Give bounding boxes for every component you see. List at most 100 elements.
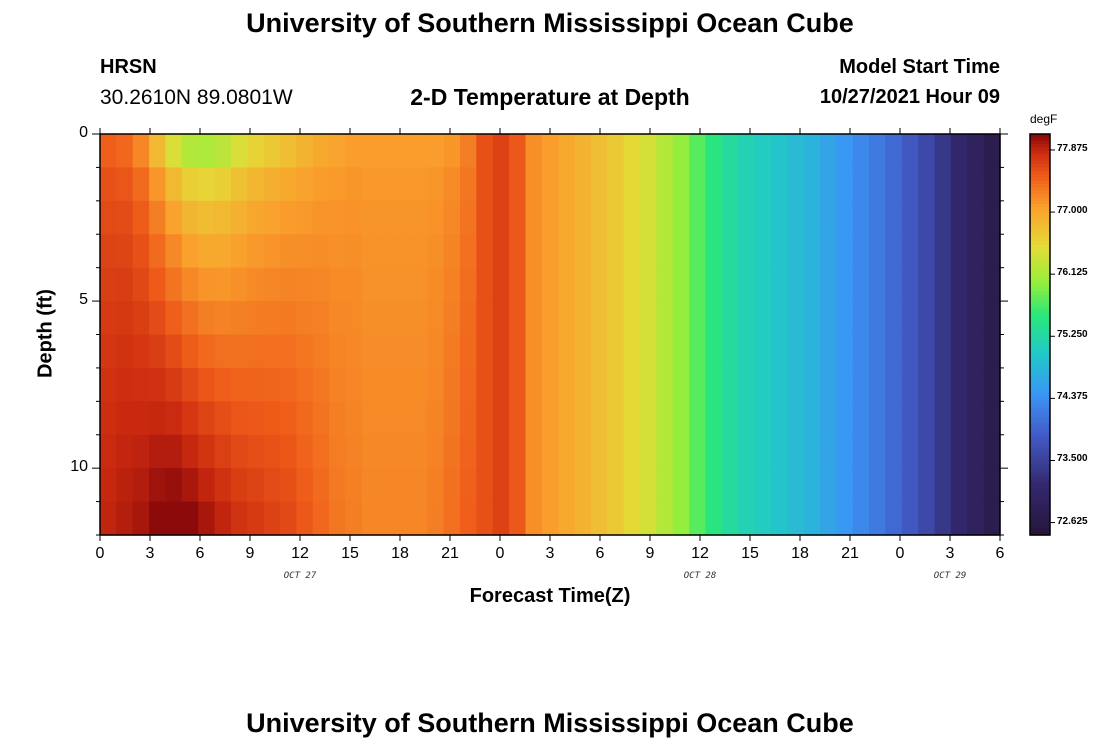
- heatmap-cell: [640, 434, 657, 469]
- heatmap-cell: [640, 167, 657, 202]
- heatmap-cell: [705, 501, 723, 536]
- heatmap-cell: [590, 367, 608, 402]
- heatmap-cell: [934, 267, 952, 302]
- heatmap-cell: [361, 468, 379, 503]
- heatmap-cell: [607, 234, 625, 269]
- colorbar-swatch: [1030, 484, 1050, 489]
- heatmap-cell: [263, 468, 281, 503]
- heatmap-cell: [869, 434, 887, 469]
- heatmap-cell: [803, 234, 821, 269]
- heatmap-cell: [378, 167, 396, 202]
- colorbar-swatch: [1030, 324, 1050, 329]
- colorbar-swatch: [1030, 180, 1050, 185]
- heatmap-cell: [116, 134, 134, 169]
- heatmap-cell: [361, 301, 379, 336]
- heatmap-cell: [705, 200, 723, 235]
- colorbar-swatch: [1030, 317, 1050, 322]
- heatmap-cell: [165, 167, 183, 202]
- heatmap-cell: [132, 434, 150, 469]
- heatmap-cell: [754, 200, 772, 235]
- heatmap-cell: [296, 234, 314, 269]
- heatmap-cell: [967, 334, 985, 369]
- x-axis-label: Forecast Time(Z): [469, 585, 631, 607]
- heatmap-cell: [803, 134, 821, 169]
- heatmap-cell: [672, 334, 690, 369]
- heatmap-cell: [443, 200, 461, 235]
- colorbar-swatch: [1030, 274, 1050, 279]
- colorbar-swatch: [1030, 418, 1050, 422]
- model-start-value: 10/27/2021 Hour 09: [819, 86, 1000, 108]
- heatmap-cell: [607, 434, 625, 469]
- colorbar-swatch: [1030, 394, 1050, 399]
- heatmap-cell: [361, 234, 379, 269]
- colorbar-swatch: [1030, 411, 1050, 416]
- heatmap-cell: [574, 200, 592, 235]
- heatmap-cell: [640, 234, 657, 269]
- heatmap-cell: [492, 401, 510, 436]
- heatmap-cell: [345, 334, 363, 369]
- heatmap-cell: [574, 468, 592, 503]
- heatmap-cell: [852, 334, 870, 369]
- heatmap-cell: [934, 134, 952, 169]
- heatmap-cell: [394, 434, 412, 469]
- heatmap-cell: [918, 134, 936, 169]
- heatmap-cell: [214, 468, 232, 503]
- heatmap-cell: [378, 434, 396, 469]
- heatmap-cell: [509, 367, 527, 402]
- heatmap-cell: [672, 267, 690, 302]
- x-tick-label: 9: [645, 545, 655, 562]
- heatmap-cell: [803, 334, 821, 369]
- colorbar-swatch: [1030, 281, 1050, 285]
- colorbar-swatch: [1030, 277, 1050, 282]
- colorbar-swatch: [1030, 428, 1050, 433]
- heatmap-cell: [230, 434, 248, 469]
- heatmap-cell: [836, 200, 854, 235]
- colorbar-swatch: [1030, 271, 1050, 275]
- heatmap-cell: [885, 200, 903, 235]
- heatmap-cell: [100, 234, 117, 269]
- heatmap-cell: [656, 434, 674, 469]
- heatmap-cell: [656, 401, 674, 436]
- heatmap-cell: [721, 367, 739, 402]
- heatmap-cell: [656, 468, 674, 503]
- heatmap-cell: [345, 234, 363, 269]
- heatmap-cell: [787, 367, 805, 402]
- heatmap-cell: [640, 401, 657, 436]
- heatmap-cell: [329, 434, 347, 469]
- heatmap-cell: [476, 267, 494, 302]
- heatmap-cell: [901, 200, 919, 235]
- heatmap-cell: [656, 134, 674, 169]
- heatmap-cell: [754, 468, 772, 503]
- heatmap-cell: [410, 468, 428, 503]
- heatmap-cell: [492, 367, 510, 402]
- x-tick-label: 3: [145, 545, 155, 562]
- heatmap-cell: [329, 267, 347, 302]
- heatmap-cell: [787, 301, 805, 336]
- heatmap-cell: [820, 468, 837, 503]
- heatmap-cell: [247, 501, 265, 536]
- heatmap-cell: [247, 200, 265, 235]
- heatmap-cell: [574, 167, 592, 202]
- heatmap-cell: [410, 167, 428, 202]
- heatmap-cell: [230, 301, 248, 336]
- heatmap-cell: [803, 200, 821, 235]
- heatmap-cell: [460, 401, 477, 436]
- heatmap-cell: [525, 501, 543, 536]
- heatmap-cell: [852, 468, 870, 503]
- heatmap-cell: [460, 468, 477, 503]
- heatmap-cell: [247, 401, 265, 436]
- colorbar-swatch: [1030, 177, 1050, 182]
- colorbar-swatch: [1030, 311, 1050, 316]
- heatmap-cell: [689, 434, 707, 469]
- colorbar-swatch: [1030, 134, 1050, 138]
- heatmap-cell: [394, 234, 412, 269]
- heatmap-cell: [263, 134, 281, 169]
- heatmap-cell: [967, 367, 985, 402]
- colorbar-swatch: [1030, 367, 1050, 372]
- heatmap-cell: [885, 267, 903, 302]
- colorbar-swatch: [1030, 508, 1050, 513]
- heatmap-cell: [983, 200, 1001, 235]
- x-tick-label: 3: [945, 545, 955, 562]
- heatmap-cell: [378, 234, 396, 269]
